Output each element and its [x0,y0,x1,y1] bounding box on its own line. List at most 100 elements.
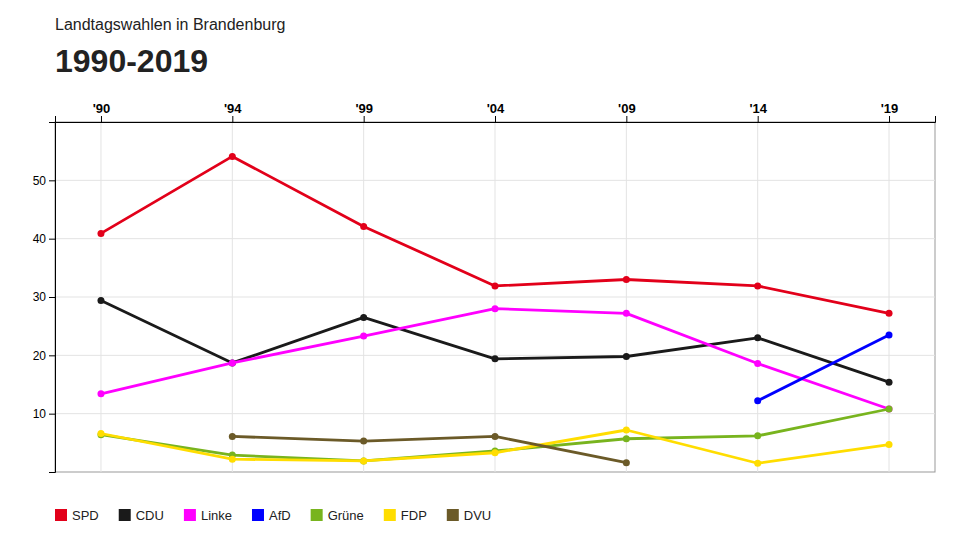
legend-item: Grüne [311,508,364,523]
x-tick-mark [889,116,890,122]
x-axis: '90 '94 '99 '04 '09 '14 '19 [56,101,936,123]
point [754,397,761,404]
point [623,353,630,360]
legend: SPD CDU Linke AfD Grüne FDP DVU [55,508,491,523]
legend-item: DVU [447,508,491,523]
legend-swatch [384,509,396,521]
point [97,297,104,304]
legend-label: SPD [72,508,99,523]
point [754,282,761,289]
point [360,457,367,464]
point [492,305,499,312]
legend-swatch [119,509,131,521]
x-tick-label: '14 [749,101,767,116]
y-tick: 10 [33,407,55,421]
series-line [101,430,889,463]
point [623,276,630,283]
series-line [101,409,889,461]
y-tick: 30 [33,290,55,304]
chart: Landtagswahlen in Brandenburg1990-201910… [0,0,960,544]
point [623,310,630,317]
point [886,379,893,386]
point [360,333,367,340]
x-tick-mark [232,116,233,122]
point [886,331,893,338]
y-tick: 40 [33,232,55,246]
series [97,406,892,465]
x-grid-line [626,122,627,472]
point [360,223,367,230]
point [886,406,893,413]
y-axis-line [49,123,56,473]
y-tick-mark [49,414,55,415]
x-tick-label: '90 [93,101,111,116]
subtitle: 1990-2019 [55,43,208,79]
x-tick: '94 [224,101,242,122]
x-tick-label: '94 [224,101,242,116]
x-tick-mark [495,116,496,122]
legend-item: CDU [119,508,164,523]
x-grid-line [495,122,496,472]
x-tick: '99 [355,101,373,122]
point [886,406,893,413]
legend-label: DVU [464,508,491,523]
point [97,390,104,397]
series [754,331,892,404]
point [360,457,367,464]
plot-frame [55,122,935,472]
point [886,441,893,448]
x-tick-mark [626,116,627,122]
x-tick: '19 [881,101,899,122]
y-tick-mark [49,180,55,181]
y-axis: 10 20 30 40 50 [33,123,56,473]
point [754,360,761,367]
legend-swatch [447,509,459,521]
x-tick-mark [758,116,759,122]
series [97,305,892,412]
point [623,435,630,442]
series [97,153,892,317]
legend-label: Grüne [328,508,364,523]
legend-label: CDU [136,508,164,523]
point [97,230,104,237]
x-tick-label: '99 [355,101,373,116]
x-tick-label: '19 [881,101,899,116]
y-tick-mark [49,239,55,240]
x-tick-mark [364,116,365,122]
legend-swatch [311,509,323,521]
x-grid-line [757,122,758,472]
legend-item: Linke [184,508,232,523]
series [229,433,630,466]
x-tick-mark [101,116,102,122]
legend-swatch [184,509,196,521]
y-tick: 20 [33,349,55,363]
legend-item: SPD [55,508,99,523]
series [97,297,892,386]
legend-item: AfD [252,508,291,523]
x-tick-label: '09 [618,101,636,116]
series-line [232,436,626,462]
point [492,433,499,440]
plot-area [97,153,892,467]
y-tick-label: 40 [33,232,47,246]
legend-label: FDP [401,508,427,523]
x-grid-line [232,122,233,472]
legend-swatch [55,509,67,521]
legend-label: Linke [201,508,232,523]
legend-swatch [252,509,264,521]
x-grid-line [363,122,364,472]
series-line [101,301,889,383]
point [886,310,893,317]
point [492,282,499,289]
y-tick-label: 50 [33,174,47,188]
point [623,459,630,466]
x-tick: '04 [487,101,505,122]
x-grid-line [889,122,890,472]
y-tick-label: 10 [33,407,47,421]
point [360,314,367,321]
point [492,449,499,456]
y-tick-mark [49,297,55,298]
point [229,359,236,366]
point [229,359,236,366]
series-line [101,156,889,313]
